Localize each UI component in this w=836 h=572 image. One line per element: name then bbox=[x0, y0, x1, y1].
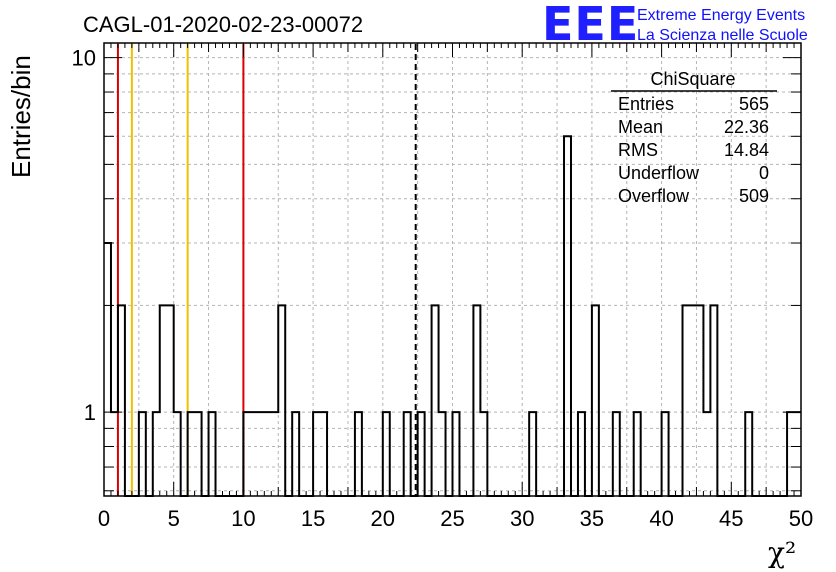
histogram-bin bbox=[153, 412, 160, 496]
stats-title: ChiSquare bbox=[650, 69, 735, 89]
histogram-bin bbox=[188, 412, 195, 496]
histogram-bin bbox=[278, 305, 285, 496]
histogram-bin bbox=[209, 412, 216, 496]
histogram-bin bbox=[439, 412, 446, 496]
x-tick-label: 20 bbox=[371, 506, 395, 531]
histogram-bin bbox=[787, 412, 794, 496]
stats-label-underflow: Underflow bbox=[618, 163, 700, 183]
histogram-bin bbox=[634, 412, 641, 496]
histogram-bin bbox=[578, 412, 585, 496]
x-tick-label: 30 bbox=[510, 506, 534, 531]
histogram-bin bbox=[174, 412, 181, 496]
grid bbox=[104, 43, 801, 496]
y-tick-label: 1 bbox=[84, 400, 96, 425]
histogram-bin bbox=[703, 412, 710, 496]
x-tick-label: 40 bbox=[649, 506, 673, 531]
histogram-bin bbox=[167, 305, 174, 496]
histogram-series bbox=[104, 135, 801, 497]
x-axis-label: χ² bbox=[768, 536, 796, 569]
x-tick-label: 25 bbox=[440, 506, 464, 531]
stats-label-entries: Entries bbox=[618, 94, 674, 114]
stats-box: ChiSquare Entries 565 Mean 22.36 RMS 14.… bbox=[611, 69, 777, 206]
histogram-bin bbox=[383, 412, 390, 496]
axes: 0 5 10 15 20 25 30 35 40 45 50 1 10 bbox=[72, 42, 813, 531]
eee-logo: EEE Extreme Energy Events La Scienza nel… bbox=[542, 0, 808, 51]
histogram-bin bbox=[320, 412, 327, 496]
stats-value-entries: 565 bbox=[739, 94, 769, 114]
stats-label-mean: Mean bbox=[618, 117, 663, 137]
logo-line2: La Scienza nelle Scuole bbox=[637, 27, 808, 44]
histogram-bin bbox=[243, 412, 250, 496]
stats-value-mean: 22.36 bbox=[724, 117, 769, 137]
histogram-bin bbox=[432, 305, 439, 496]
stats-label-overflow: Overflow bbox=[618, 186, 690, 206]
stats-value-overflow: 509 bbox=[739, 186, 769, 206]
histogram-bin bbox=[250, 412, 257, 496]
histogram-bin bbox=[257, 412, 264, 496]
histogram-bin bbox=[313, 412, 320, 496]
stats-value-underflow: 0 bbox=[759, 163, 769, 183]
histogram-bin bbox=[689, 305, 696, 496]
chart-title: CAGL-01-2020-02-23-00072 bbox=[83, 12, 363, 37]
histogram-bin bbox=[662, 412, 669, 496]
histogram-bin bbox=[794, 412, 801, 496]
histogram-bin bbox=[480, 412, 487, 496]
histogram-bin bbox=[111, 412, 118, 496]
logo-line1: Extreme Energy Events bbox=[637, 7, 805, 24]
stats-value-rms: 14.84 bbox=[724, 140, 769, 160]
histogram-bin bbox=[264, 412, 271, 496]
histogram-bin bbox=[271, 412, 278, 496]
histogram-bin bbox=[564, 136, 571, 496]
histogram-bin bbox=[139, 412, 146, 496]
x-tick-label: 45 bbox=[719, 506, 743, 531]
histogram-bin bbox=[710, 305, 717, 496]
histogram-bin bbox=[404, 412, 411, 496]
x-tick-label: 50 bbox=[789, 506, 813, 531]
y-tick-label: 10 bbox=[72, 46, 96, 71]
histogram-bin bbox=[696, 305, 703, 496]
x-tick-label: 0 bbox=[98, 506, 110, 531]
histogram-bin bbox=[453, 412, 460, 496]
histogram-bin bbox=[745, 412, 752, 496]
histogram-bins bbox=[104, 136, 801, 496]
x-tick-label: 15 bbox=[301, 506, 325, 531]
stats-label-rms: RMS bbox=[618, 140, 658, 160]
histogram-bin bbox=[613, 412, 620, 496]
x-tick-label: 5 bbox=[168, 506, 180, 531]
histogram-bin bbox=[104, 243, 111, 496]
histogram-bin bbox=[355, 412, 362, 496]
y-axis-label: Entries/bin bbox=[6, 55, 36, 178]
histogram-bin bbox=[292, 412, 299, 496]
histogram-bin bbox=[418, 412, 425, 496]
histogram-bin bbox=[160, 305, 167, 496]
histogram-bin bbox=[529, 412, 536, 496]
histogram-bin bbox=[473, 305, 480, 496]
histogram-bin bbox=[195, 412, 202, 496]
x-tick-label: 10 bbox=[231, 506, 255, 531]
x-tick-label: 35 bbox=[580, 506, 604, 531]
histogram-bin bbox=[118, 305, 125, 496]
histogram-bin bbox=[592, 305, 599, 496]
histogram-bin bbox=[683, 305, 690, 496]
